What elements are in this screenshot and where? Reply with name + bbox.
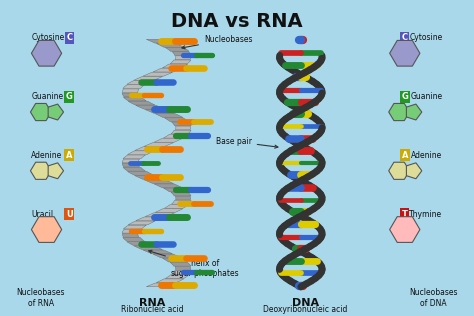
- Text: A: A: [401, 151, 408, 160]
- Text: Ribonucleic acid: Ribonucleic acid: [120, 305, 183, 314]
- Polygon shape: [134, 76, 163, 80]
- Polygon shape: [30, 103, 51, 121]
- Polygon shape: [170, 60, 191, 64]
- Polygon shape: [122, 89, 139, 93]
- Polygon shape: [155, 209, 183, 212]
- Polygon shape: [145, 110, 174, 113]
- Polygon shape: [172, 270, 191, 274]
- Polygon shape: [170, 262, 191, 266]
- Polygon shape: [31, 217, 62, 242]
- Text: Guanine: Guanine: [410, 92, 443, 101]
- Polygon shape: [136, 217, 165, 221]
- Polygon shape: [164, 134, 188, 138]
- Polygon shape: [128, 101, 155, 105]
- Polygon shape: [144, 143, 173, 146]
- Polygon shape: [122, 93, 140, 97]
- Text: G: G: [401, 92, 408, 101]
- Polygon shape: [164, 188, 188, 192]
- Text: helix of
sugar-phosphates: helix of sugar-phosphates: [149, 250, 239, 278]
- Polygon shape: [128, 221, 155, 225]
- Polygon shape: [156, 279, 184, 283]
- Polygon shape: [171, 192, 191, 196]
- Polygon shape: [135, 176, 164, 179]
- Polygon shape: [122, 163, 139, 167]
- Polygon shape: [153, 254, 181, 258]
- Polygon shape: [123, 85, 145, 88]
- Polygon shape: [172, 122, 191, 126]
- Text: C: C: [401, 33, 408, 42]
- Polygon shape: [154, 138, 182, 142]
- Polygon shape: [123, 225, 146, 229]
- Text: RNA: RNA: [139, 298, 165, 307]
- Polygon shape: [156, 44, 184, 47]
- Polygon shape: [390, 217, 420, 242]
- Text: Deoxyribonucleic acid: Deoxyribonucleic acid: [264, 305, 348, 314]
- Text: Adenine: Adenine: [411, 151, 443, 160]
- Polygon shape: [389, 162, 410, 179]
- Polygon shape: [406, 163, 422, 179]
- Polygon shape: [163, 64, 188, 68]
- Text: Nucleobases
of DNA: Nucleobases of DNA: [409, 288, 457, 308]
- Polygon shape: [48, 163, 64, 179]
- Polygon shape: [143, 72, 173, 76]
- Text: U: U: [66, 210, 73, 219]
- Text: Base pair: Base pair: [216, 137, 278, 148]
- Text: Adenine: Adenine: [31, 151, 63, 160]
- Text: C: C: [66, 33, 73, 42]
- Polygon shape: [175, 266, 191, 270]
- Polygon shape: [163, 258, 188, 262]
- Text: DNA vs RNA: DNA vs RNA: [171, 11, 303, 31]
- Text: Uracil: Uracil: [31, 210, 54, 219]
- Polygon shape: [172, 52, 191, 56]
- Polygon shape: [164, 118, 189, 122]
- Text: T: T: [402, 210, 408, 219]
- Polygon shape: [123, 97, 146, 101]
- Text: DNA: DNA: [292, 298, 319, 307]
- Polygon shape: [390, 40, 420, 66]
- Text: Nucleobases
of RNA: Nucleobases of RNA: [17, 288, 65, 308]
- Text: Nucleobases: Nucleobases: [182, 35, 253, 49]
- Text: Thymine: Thymine: [410, 210, 443, 219]
- Text: Guanine: Guanine: [31, 92, 64, 101]
- Polygon shape: [30, 162, 51, 179]
- Polygon shape: [143, 250, 173, 254]
- Polygon shape: [154, 184, 182, 188]
- Text: Cytosine: Cytosine: [31, 33, 64, 42]
- Polygon shape: [123, 167, 146, 171]
- Polygon shape: [128, 151, 154, 155]
- Polygon shape: [146, 40, 176, 43]
- Polygon shape: [123, 155, 146, 159]
- Polygon shape: [175, 56, 191, 60]
- Polygon shape: [122, 234, 139, 237]
- Polygon shape: [175, 126, 191, 130]
- Polygon shape: [122, 159, 139, 163]
- Polygon shape: [172, 200, 191, 204]
- Polygon shape: [165, 275, 189, 278]
- Text: G: G: [66, 92, 73, 101]
- Polygon shape: [164, 204, 189, 208]
- Polygon shape: [123, 238, 145, 241]
- Polygon shape: [122, 229, 140, 233]
- Polygon shape: [175, 196, 191, 200]
- Polygon shape: [48, 104, 64, 120]
- Polygon shape: [389, 103, 410, 121]
- Text: A: A: [66, 151, 73, 160]
- Polygon shape: [406, 104, 422, 120]
- Polygon shape: [31, 40, 62, 66]
- Polygon shape: [153, 68, 181, 72]
- Polygon shape: [155, 114, 183, 118]
- Text: Cytosine: Cytosine: [410, 33, 443, 42]
- Polygon shape: [145, 213, 174, 216]
- Polygon shape: [128, 172, 154, 175]
- Polygon shape: [165, 48, 189, 51]
- Polygon shape: [127, 242, 153, 246]
- Polygon shape: [134, 246, 163, 250]
- Polygon shape: [144, 180, 173, 184]
- Polygon shape: [136, 106, 165, 109]
- Polygon shape: [146, 283, 176, 287]
- Polygon shape: [135, 147, 164, 150]
- Polygon shape: [171, 130, 191, 134]
- Polygon shape: [127, 81, 153, 84]
